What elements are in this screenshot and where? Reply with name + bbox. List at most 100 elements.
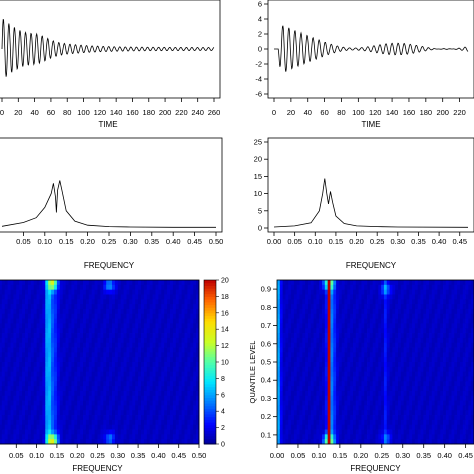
heatmap-cell	[333, 434, 337, 440]
heatmap-cell	[117, 299, 122, 305]
heatmap-cell	[114, 434, 119, 440]
heatmap-cell	[355, 280, 360, 286]
heatmap-cell	[54, 333, 58, 339]
heatmap-cell	[88, 294, 93, 300]
heatmap-cell	[412, 342, 416, 348]
heatmap-cell	[445, 429, 450, 435]
heatmap-cell	[282, 400, 286, 406]
heatmap-cell	[184, 395, 188, 401]
heatmap-cell	[196, 400, 200, 406]
heatmap-cell	[454, 415, 458, 421]
heatmap-cell	[149, 405, 153, 411]
heatmap-cell	[123, 429, 127, 435]
heatmap-cell	[454, 299, 458, 305]
heatmap-cell	[39, 284, 43, 291]
heatmap-cell	[25, 390, 29, 397]
heatmap-cell	[440, 352, 444, 358]
heatmap-cell	[13, 410, 17, 416]
heatmap-cell	[364, 289, 368, 295]
heatmap-cell	[389, 342, 393, 348]
heatmap-cell	[138, 415, 142, 421]
heatmap-cell	[103, 323, 107, 329]
heatmap-cell	[471, 289, 474, 295]
heatmap-cell	[170, 347, 174, 353]
heatmap-cell	[146, 342, 151, 348]
heatmap-cell	[196, 424, 200, 430]
heatmap-cell	[316, 299, 320, 305]
heatmap-cell	[97, 390, 101, 397]
heatmap-cell	[80, 386, 84, 392]
heatmap-cell	[355, 342, 360, 348]
heatmap-cell	[381, 390, 385, 397]
heatmap-cell	[91, 405, 95, 411]
heatmap-cell	[443, 280, 447, 286]
heatmap-cell	[279, 381, 284, 387]
heatmap-cell	[347, 415, 351, 421]
heatmap-cell	[358, 308, 362, 315]
y-tick-label: 15	[254, 172, 262, 181]
heatmap-cell	[30, 434, 35, 440]
heatmap-cell	[39, 280, 43, 286]
heatmap-cell	[129, 376, 133, 382]
heatmap-cell	[196, 381, 200, 387]
heatmap-cell	[181, 337, 185, 344]
y-tick-label: 4	[258, 15, 262, 24]
heatmap-cell	[135, 434, 139, 440]
heatmap-cell	[187, 342, 191, 348]
heatmap-cell	[347, 400, 351, 406]
heatmap-cell	[302, 371, 306, 377]
heatmap-cell	[126, 328, 130, 334]
heatmap-cell	[178, 313, 182, 319]
heatmap-cell	[375, 299, 379, 305]
heatmap-cell	[83, 337, 87, 344]
heatmap-cell	[56, 434, 61, 440]
heatmap-cell	[114, 439, 119, 445]
heatmap-cell	[187, 415, 191, 421]
heatmap-cell	[1, 294, 6, 300]
colorbar-swatch	[204, 359, 216, 363]
heatmap-cell	[155, 381, 159, 387]
heatmap-cell	[364, 371, 368, 377]
x-tick-label: 0.40	[151, 451, 166, 460]
heatmap-cell	[383, 347, 388, 353]
heatmap-cell	[143, 371, 148, 377]
heatmap-cell	[428, 371, 433, 377]
heatmap-cell	[62, 390, 66, 397]
heatmap-cell	[364, 386, 368, 392]
heatmap-cell	[152, 434, 156, 440]
heatmap-cell	[184, 371, 188, 377]
heatmap-cell	[161, 313, 165, 319]
heatmap-cell	[434, 294, 438, 300]
heatmap-cell	[62, 381, 66, 387]
heatmap-cell	[143, 424, 148, 430]
heatmap-cell	[33, 299, 37, 305]
heatmap-cell	[431, 390, 435, 397]
heatmap-cell	[336, 323, 340, 329]
heatmap-cell	[451, 299, 455, 305]
heatmap-cell	[355, 371, 360, 377]
heatmap-cell	[420, 323, 424, 329]
heatmap-cell	[471, 337, 474, 344]
heatmap-cell	[285, 395, 289, 401]
heatmap-cell	[428, 289, 433, 295]
heatmap-cell	[10, 280, 14, 286]
heatmap-cell	[448, 284, 452, 291]
heatmap-cell	[184, 284, 188, 291]
heatmap-cell	[381, 395, 385, 401]
heatmap-cell	[48, 337, 52, 344]
heatmap-cell	[434, 352, 438, 358]
colorbar-swatch	[204, 348, 216, 352]
heatmap-cell	[352, 352, 357, 358]
heatmap-cell	[364, 366, 368, 373]
heatmap-cell	[282, 390, 286, 397]
heatmap-cell	[132, 313, 136, 319]
heatmap-cell	[423, 439, 427, 445]
heatmap-cell	[367, 337, 371, 344]
heatmap-cell	[158, 405, 162, 411]
heatmap-cell	[324, 415, 329, 421]
heatmap-cell	[97, 323, 101, 329]
heatmap-cell	[352, 434, 357, 440]
heatmap-cell	[114, 318, 119, 324]
heatmap-cell	[74, 371, 78, 377]
heatmap-cell	[352, 304, 357, 310]
